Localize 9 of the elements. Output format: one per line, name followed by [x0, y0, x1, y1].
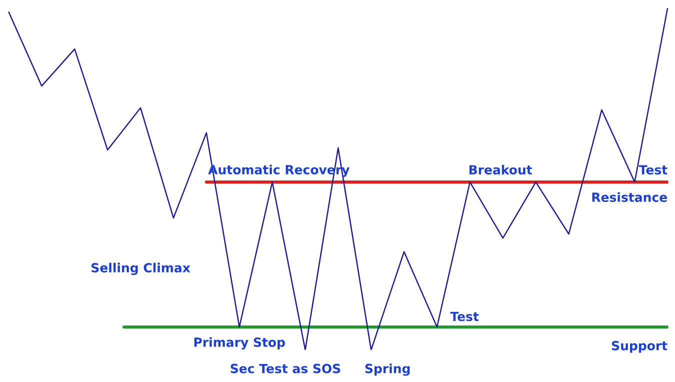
- text: Sec Test as SOS: [230, 364, 340, 374]
- ref-line-label: Support: [612, 340, 668, 353]
- annotation: Test: [450, 312, 479, 322]
- annotation: Selling Climax: [92, 262, 190, 275]
- annotation: Breakout: [469, 164, 532, 174]
- annotation: Primary Stop: [194, 337, 285, 350]
- ref-line-label: Resistance: [592, 192, 667, 202]
- text: Spring: [365, 364, 410, 376]
- annotation: Test: [638, 165, 668, 174]
